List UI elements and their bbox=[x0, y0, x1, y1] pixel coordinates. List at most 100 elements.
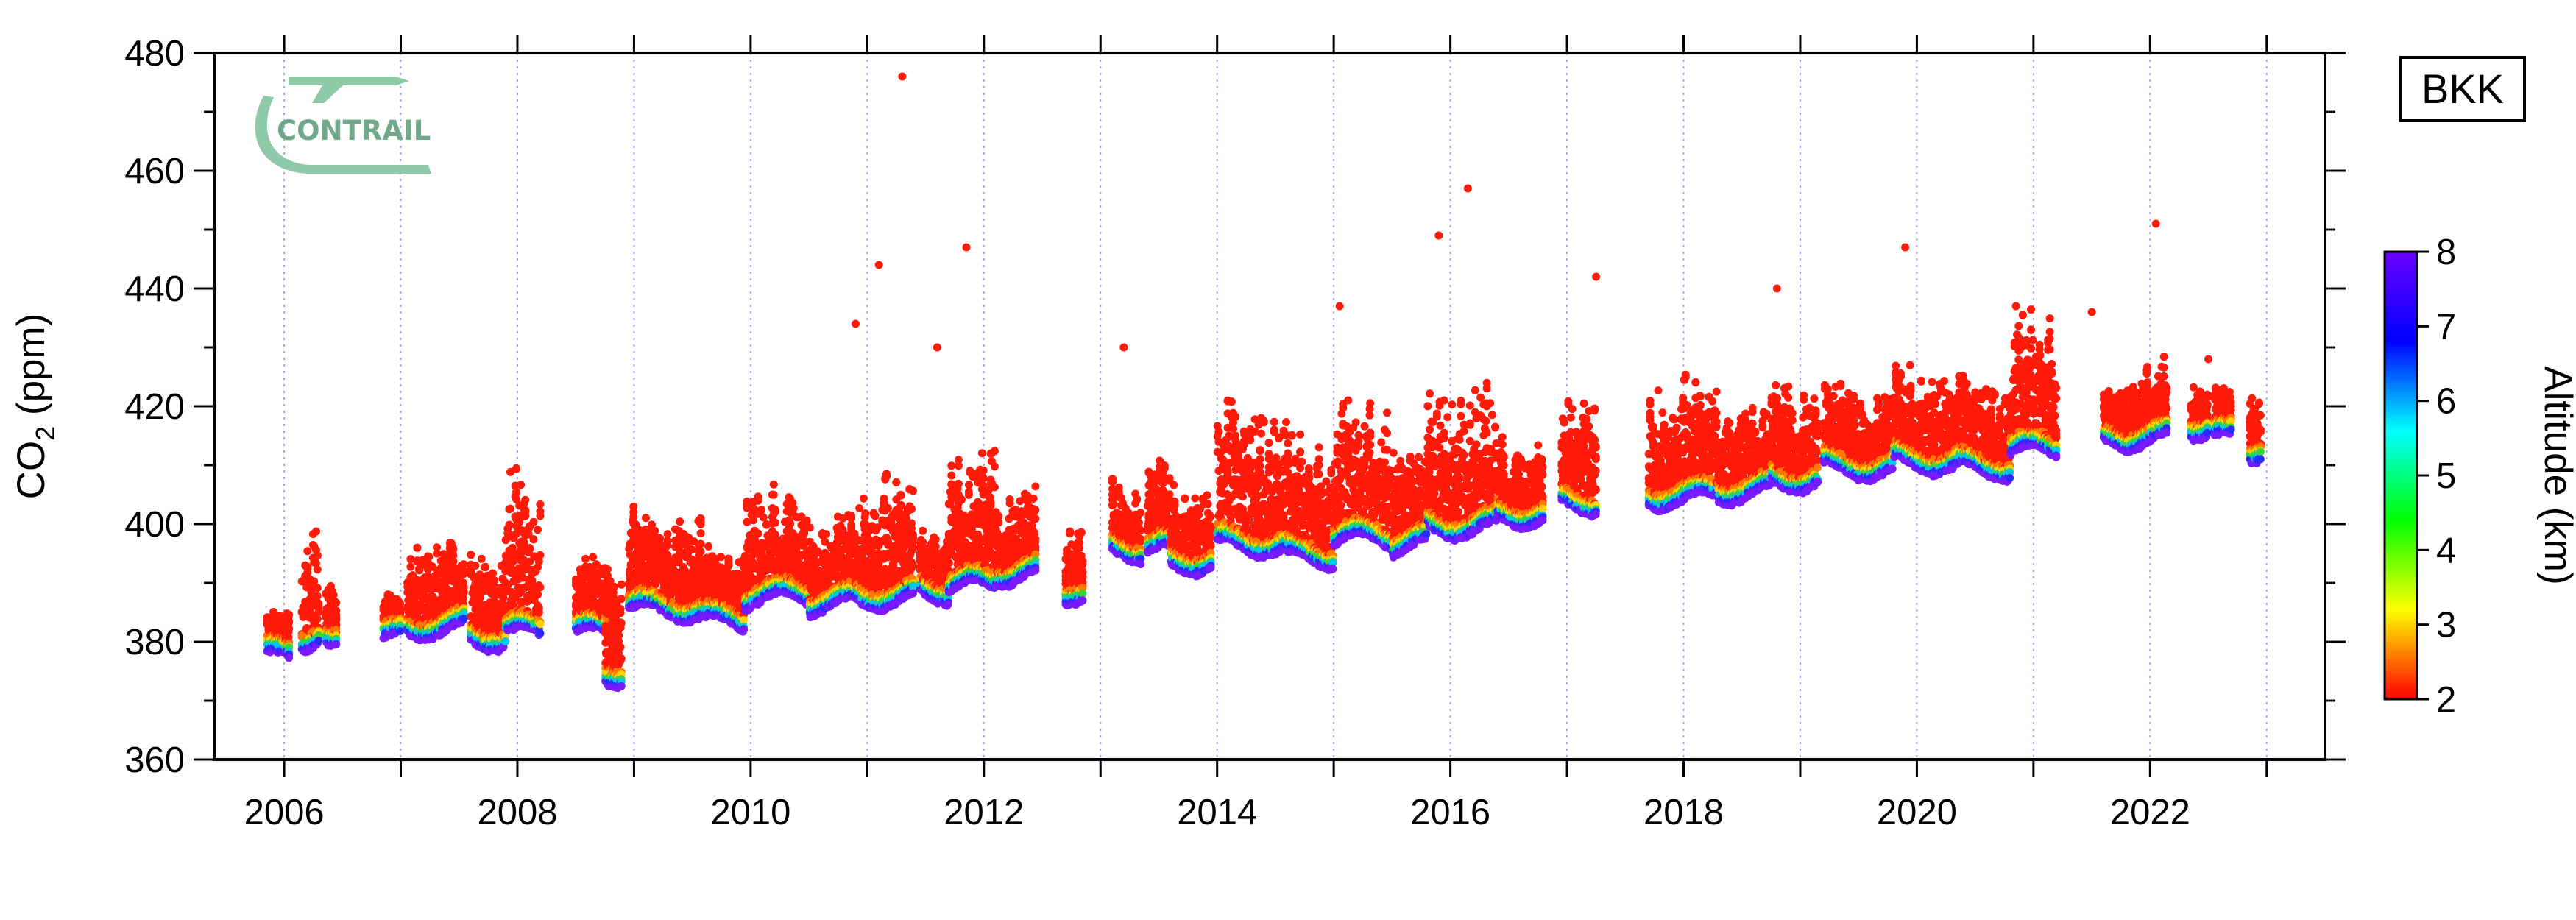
data-point bbox=[617, 619, 626, 628]
data-point bbox=[285, 654, 294, 662]
data-point bbox=[332, 626, 341, 634]
data-point bbox=[536, 620, 545, 629]
data-point bbox=[313, 565, 322, 574]
data-point bbox=[449, 557, 458, 566]
data-point bbox=[425, 553, 434, 562]
data-point bbox=[505, 520, 514, 529]
data-point bbox=[696, 539, 705, 548]
data-point bbox=[285, 624, 294, 633]
data-point bbox=[534, 526, 542, 534]
data-point bbox=[805, 523, 814, 532]
data-point bbox=[789, 504, 798, 512]
data-point bbox=[882, 470, 891, 478]
data-point bbox=[740, 615, 748, 624]
data-point bbox=[642, 514, 650, 523]
data-point bbox=[512, 464, 520, 473]
data-point bbox=[759, 513, 768, 522]
data-point bbox=[859, 494, 868, 503]
data-point bbox=[617, 580, 626, 589]
data-point bbox=[313, 592, 322, 601]
data-point bbox=[617, 682, 626, 690]
data-point bbox=[786, 520, 795, 528]
data-point bbox=[754, 529, 762, 538]
data-point bbox=[517, 481, 526, 489]
data-point bbox=[332, 613, 341, 622]
data-point bbox=[663, 537, 672, 545]
data-point bbox=[771, 506, 779, 514]
data-point bbox=[285, 618, 294, 627]
data-point bbox=[506, 504, 514, 513]
data-point bbox=[313, 584, 322, 592]
data-point bbox=[512, 487, 520, 496]
data-point bbox=[892, 478, 901, 486]
data-point bbox=[534, 590, 542, 599]
data-point bbox=[449, 545, 458, 553]
data-point bbox=[676, 517, 684, 526]
data-point bbox=[919, 538, 927, 547]
data-point bbox=[609, 588, 618, 597]
data-point bbox=[861, 509, 870, 517]
data-point bbox=[629, 508, 638, 517]
data-point bbox=[771, 518, 779, 527]
data-point bbox=[717, 553, 725, 562]
data-point bbox=[581, 554, 590, 563]
data-point bbox=[313, 615, 322, 623]
data-point bbox=[740, 626, 748, 634]
data-point bbox=[312, 527, 320, 536]
data-point bbox=[696, 517, 705, 526]
data-point bbox=[332, 598, 341, 607]
data-point bbox=[536, 551, 545, 559]
data-point bbox=[896, 491, 905, 500]
data-point bbox=[413, 543, 422, 552]
data-point bbox=[521, 512, 530, 520]
data-point bbox=[909, 589, 917, 598]
data-point bbox=[396, 627, 405, 635]
data-point bbox=[696, 547, 705, 556]
data-point bbox=[769, 490, 778, 499]
data-point bbox=[459, 567, 468, 576]
data-point bbox=[313, 551, 322, 560]
data-point bbox=[603, 565, 612, 573]
data-point bbox=[467, 551, 475, 559]
data-point bbox=[529, 535, 538, 544]
data-point bbox=[471, 562, 480, 570]
data-point bbox=[490, 576, 499, 585]
data-point bbox=[919, 526, 927, 535]
data-point bbox=[883, 503, 892, 512]
data-point bbox=[909, 561, 917, 570]
data-point bbox=[589, 553, 598, 562]
data-point bbox=[617, 595, 626, 604]
data-point bbox=[526, 544, 534, 552]
data-point bbox=[696, 529, 705, 538]
data-point bbox=[909, 543, 917, 552]
data-point bbox=[307, 587, 316, 596]
data-point bbox=[276, 612, 284, 620]
data-point bbox=[529, 517, 538, 526]
data-point bbox=[871, 512, 880, 520]
data-point bbox=[501, 637, 510, 645]
data-point bbox=[312, 559, 320, 567]
data-point bbox=[617, 654, 626, 663]
data-point bbox=[477, 554, 486, 563]
data-point bbox=[521, 495, 530, 504]
data-point bbox=[536, 629, 545, 638]
data-point bbox=[536, 500, 545, 509]
data-point bbox=[329, 590, 338, 599]
data-point bbox=[534, 604, 543, 612]
data-point bbox=[909, 534, 917, 543]
data-point bbox=[481, 563, 490, 572]
data-point bbox=[536, 583, 545, 592]
data-point bbox=[651, 526, 659, 535]
data-point bbox=[616, 605, 625, 613]
data-point bbox=[724, 561, 733, 570]
data-point bbox=[536, 507, 545, 516]
data-point bbox=[822, 530, 831, 539]
data-point bbox=[907, 519, 916, 528]
data-point bbox=[769, 480, 778, 489]
data-point bbox=[285, 610, 294, 619]
data-point bbox=[310, 577, 319, 586]
data-point bbox=[303, 547, 312, 556]
data-point bbox=[406, 562, 415, 571]
data-point bbox=[314, 607, 323, 615]
